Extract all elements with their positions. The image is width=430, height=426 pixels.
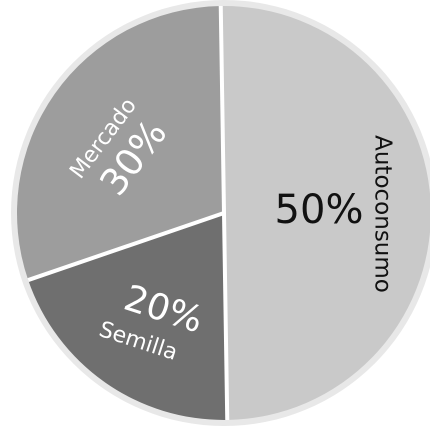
divider-line	[222, 212, 230, 421]
slice-value-autoconsumo: 50%	[275, 187, 364, 233]
slice-mercado	[16, 6, 224, 281]
divider-line	[27, 211, 225, 282]
divider-line	[218, 5, 226, 214]
slice-autoconsumo	[220, 6, 430, 420]
slice-label-autoconsumo: Autoconsumo	[370, 135, 396, 293]
